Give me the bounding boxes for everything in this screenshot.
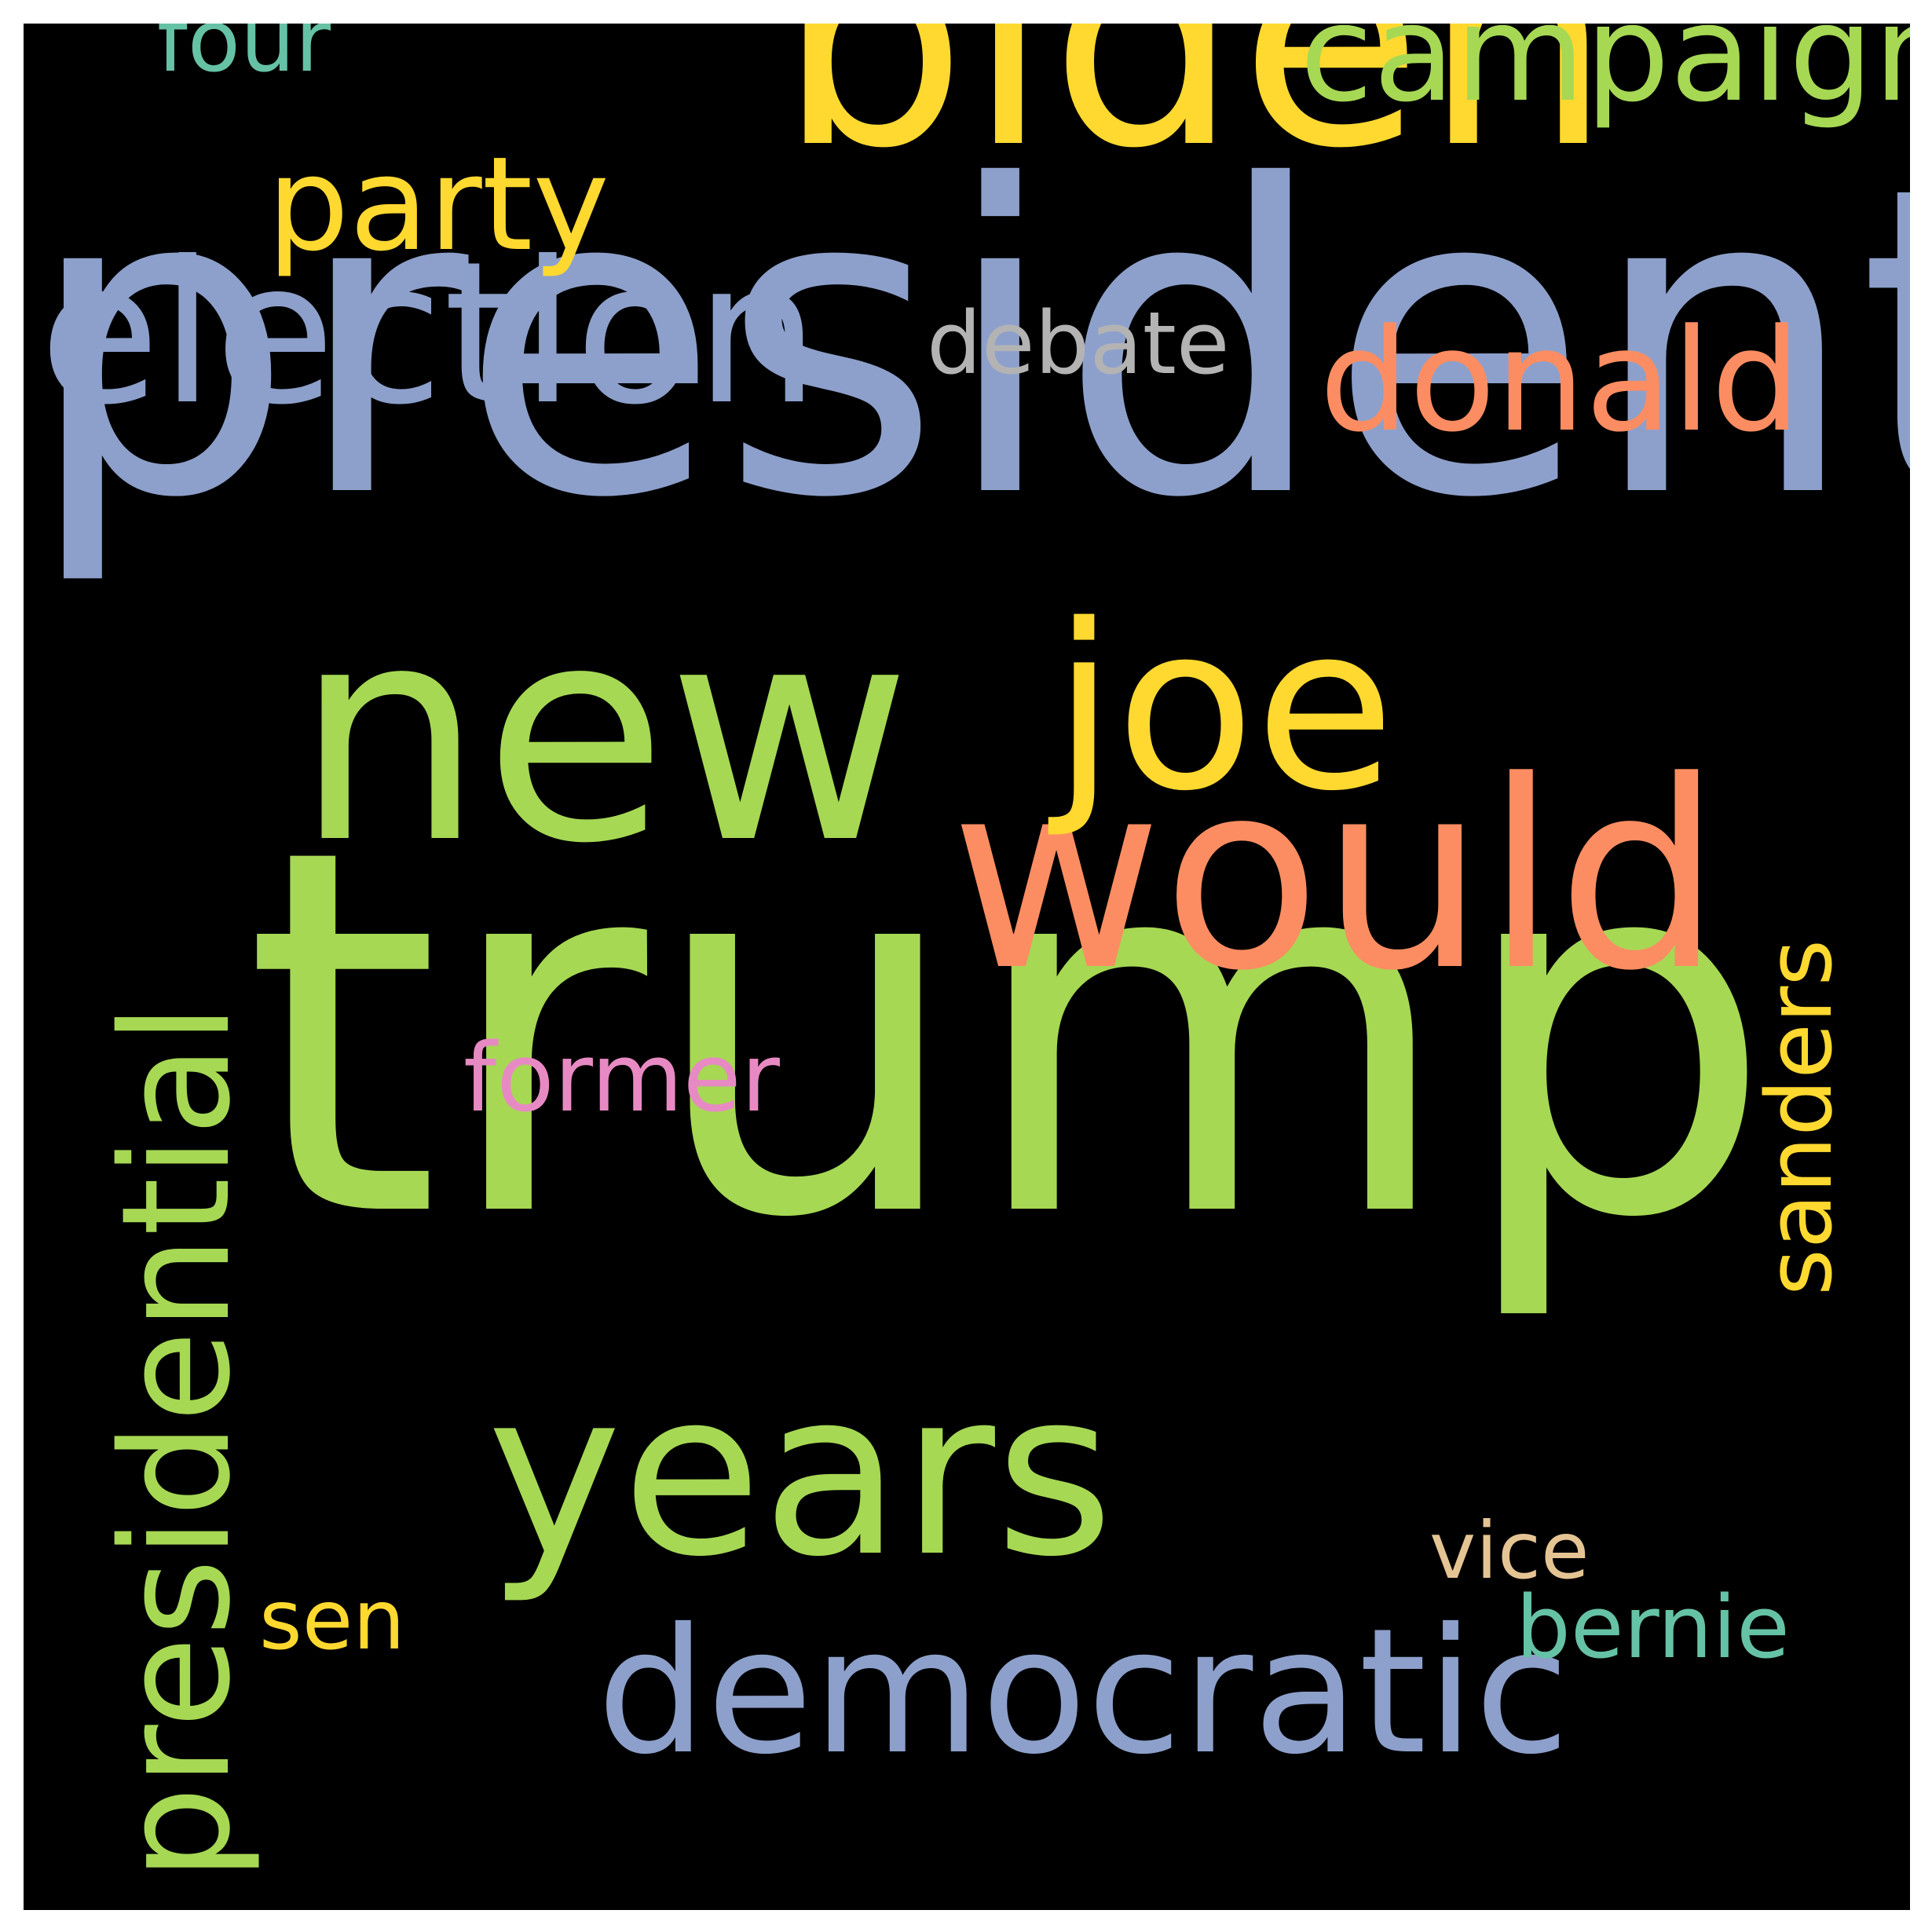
word-donald: donald [1319, 299, 1802, 463]
word-former: former [463, 1024, 780, 1133]
word-cloud-canvas: president trump biden new would election… [24, 24, 1910, 1910]
word-biden: biden [778, 24, 1612, 214]
word-sanders: sanders [1747, 939, 1853, 1296]
word-trump: trump [243, 742, 1775, 1327]
word-election: election [39, 219, 820, 448]
word-years: years [487, 1342, 1114, 1607]
word-would: would [950, 726, 1722, 1027]
word-new: new [295, 561, 912, 909]
word-democratic: democratic [597, 1591, 1570, 1792]
word-bernie: bernie [1516, 1577, 1790, 1678]
word-campaign: campaign [1300, 24, 1910, 132]
word-sen: sen [259, 1572, 405, 1668]
word-presidential: presidential [90, 1003, 263, 1881]
word-four: four [157, 24, 331, 91]
word-debate: debate [927, 293, 1230, 393]
word-president: president [25, 97, 1910, 591]
word-joe: joe [1052, 576, 1396, 841]
word-party: party [267, 129, 610, 280]
word-vice: vice [1429, 1505, 1590, 1597]
